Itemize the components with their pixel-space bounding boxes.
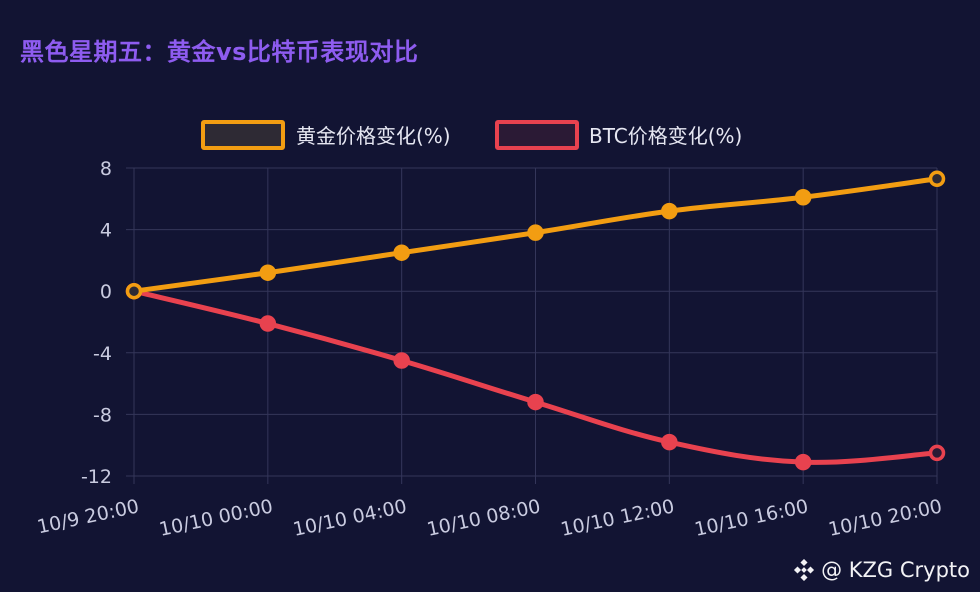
x-tick-label: 10/10 04:00 [291,495,409,541]
btc-point [527,393,544,411]
series-layer [125,170,946,471]
diamond-logo-icon [793,559,815,581]
gold-point [259,264,277,281]
legend: 黄金价格变化(%) BTC价格变化(%) [201,120,742,150]
gold-point [527,224,544,241]
watermark-text: @ KZG Crypto [821,558,970,582]
btc-point [794,453,812,471]
y-tick-label: 8 [100,158,112,180]
btc-point [393,352,410,369]
gold-point [393,244,410,261]
x-tick-label: 10/10 16:00 [693,495,811,541]
y-tick-label: 4 [100,220,112,242]
gold-point [794,189,812,206]
x-tick-label: 10/10 08:00 [425,495,543,541]
y-tick-label: -4 [93,343,112,365]
legend-label: 黄金价格变化(%) [296,124,451,148]
x-tick-label: 10/9 20:00 [35,495,141,538]
btc-point [661,433,678,451]
x-tick-label: 10/10 20:00 [826,495,944,541]
gold-point [661,202,678,220]
watermark: @ KZG Crypto [793,558,970,582]
chart-title: 黑色星期五：黄金vs比特币表现对比 [20,38,419,66]
x-tick-label: 10/10 00:00 [157,495,275,541]
legend-swatch [495,120,579,150]
y-tick-label: -12 [81,466,112,488]
axes: 8 4 0 -4 -8 -12 10/9 20:00 10/10 00:00 10/10 04:… [35,158,944,541]
x-tick-label: 10/10 12:00 [559,495,677,541]
legend-label: BTC价格变化(%) [589,124,742,148]
legend-swatch [201,120,285,150]
btc-point [259,315,277,332]
btc-point [928,444,946,462]
gold-point [125,282,143,300]
grid-lines [126,167,938,484]
gold-point [928,170,946,188]
y-tick-label: 0 [100,281,112,303]
y-tick-label: -8 [93,404,112,426]
